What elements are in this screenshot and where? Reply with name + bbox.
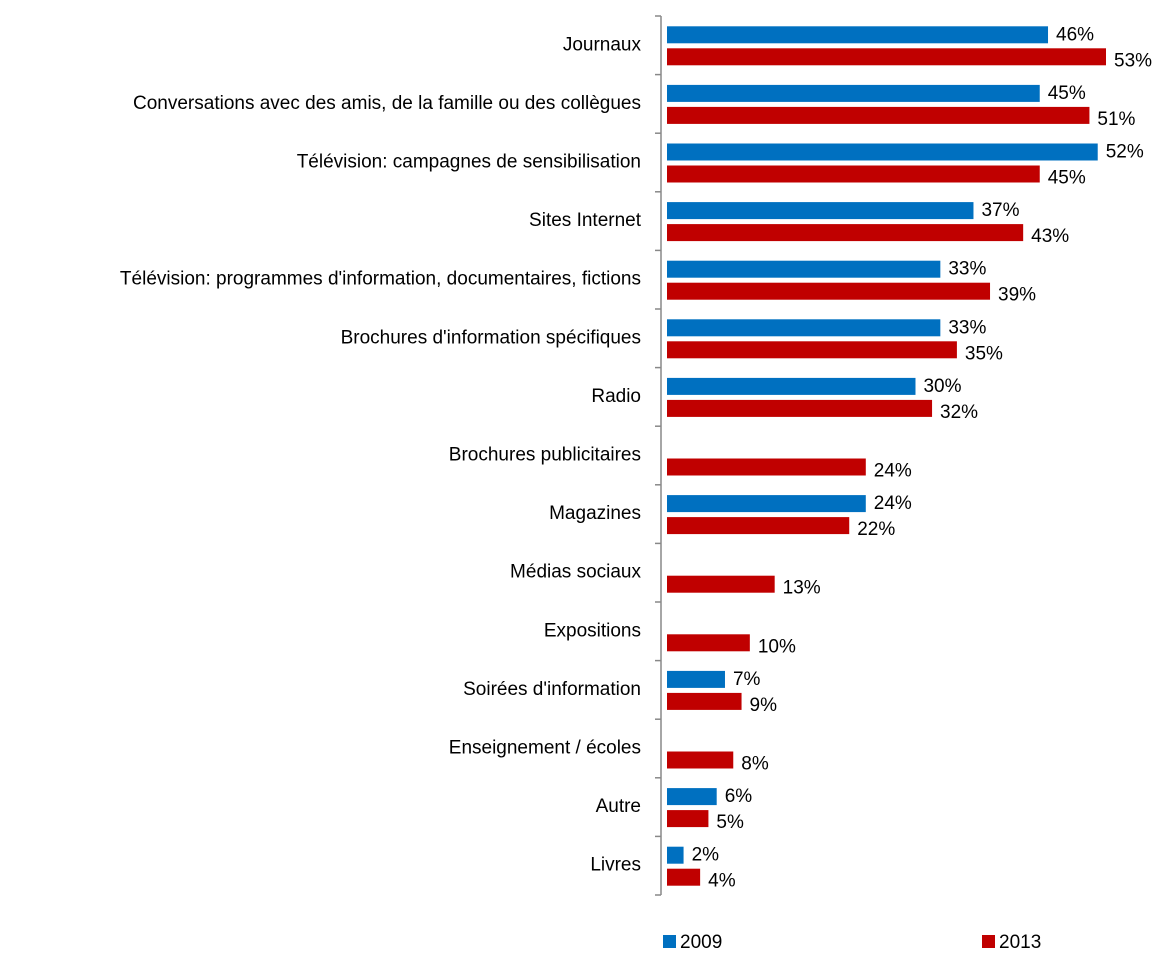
value-label: 2% [692, 845, 720, 866]
bar [667, 670, 725, 688]
value-label: 5% [716, 812, 744, 833]
bar [667, 260, 941, 278]
legend-label: 2013 [999, 932, 1041, 953]
bar [667, 458, 866, 476]
bar [667, 788, 717, 806]
legend-swatch [663, 935, 676, 948]
category-label: Sites Internet [529, 210, 642, 231]
category-label: Autre [596, 796, 641, 817]
bar [667, 575, 775, 593]
value-label: 24% [874, 461, 912, 482]
bar [667, 84, 1040, 102]
value-label: 9% [750, 695, 778, 716]
value-label: 13% [783, 578, 821, 599]
value-label: 46% [1056, 24, 1094, 45]
bar [667, 48, 1106, 66]
legend-label: 2009 [680, 932, 722, 953]
value-label: 45% [1048, 168, 1086, 189]
category-label: Télévision: programmes d'information, do… [120, 269, 641, 290]
bar [667, 106, 1090, 124]
bar [667, 165, 1040, 183]
bar [667, 399, 933, 417]
value-label: 39% [998, 285, 1036, 306]
value-label: 22% [857, 519, 895, 540]
bar [667, 282, 991, 300]
bar [667, 202, 974, 220]
value-label: 6% [725, 786, 753, 807]
category-label: Journaux [563, 34, 642, 55]
bar [667, 377, 916, 395]
category-label: Enseignement / écoles [449, 738, 641, 759]
bar [667, 319, 941, 337]
bar [667, 143, 1098, 161]
bar [667, 224, 1024, 242]
category-label: Radio [591, 386, 641, 407]
legend-swatch [982, 935, 995, 948]
bar [667, 341, 957, 359]
bar [667, 692, 742, 710]
bar [667, 751, 734, 769]
value-label: 53% [1114, 50, 1152, 71]
value-label: 32% [940, 402, 978, 423]
category-label: Conversations avec des amis, de la famil… [133, 93, 641, 114]
value-label: 52% [1106, 142, 1144, 163]
value-label: 35% [965, 343, 1003, 364]
value-label: 51% [1097, 109, 1135, 130]
bar [667, 810, 709, 828]
category-label: Brochures d'information spécifiques [341, 327, 641, 348]
bar [667, 517, 850, 535]
value-label: 37% [981, 200, 1019, 221]
value-label: 43% [1031, 226, 1069, 247]
category-label: Magazines [549, 503, 641, 524]
bar [667, 26, 1049, 44]
value-label: 33% [948, 317, 986, 338]
value-label: 45% [1048, 83, 1086, 104]
value-label: 4% [708, 871, 736, 892]
category-label: Brochures publicitaires [449, 445, 641, 466]
category-label: Livres [590, 855, 641, 876]
bar [667, 846, 684, 864]
value-label: 24% [874, 493, 912, 514]
value-label: 10% [758, 636, 796, 657]
value-label: 30% [923, 376, 961, 397]
category-label: Soirées d'information [463, 679, 641, 700]
value-label: 33% [948, 259, 986, 280]
bar [667, 495, 866, 513]
category-label: Médias sociaux [510, 562, 641, 583]
category-label: Télévision: campagnes de sensibilisation [297, 152, 641, 173]
bar [667, 868, 701, 886]
category-label: Expositions [544, 620, 641, 641]
value-label: 7% [733, 669, 761, 690]
value-label: 8% [741, 754, 769, 775]
bar [667, 634, 750, 652]
